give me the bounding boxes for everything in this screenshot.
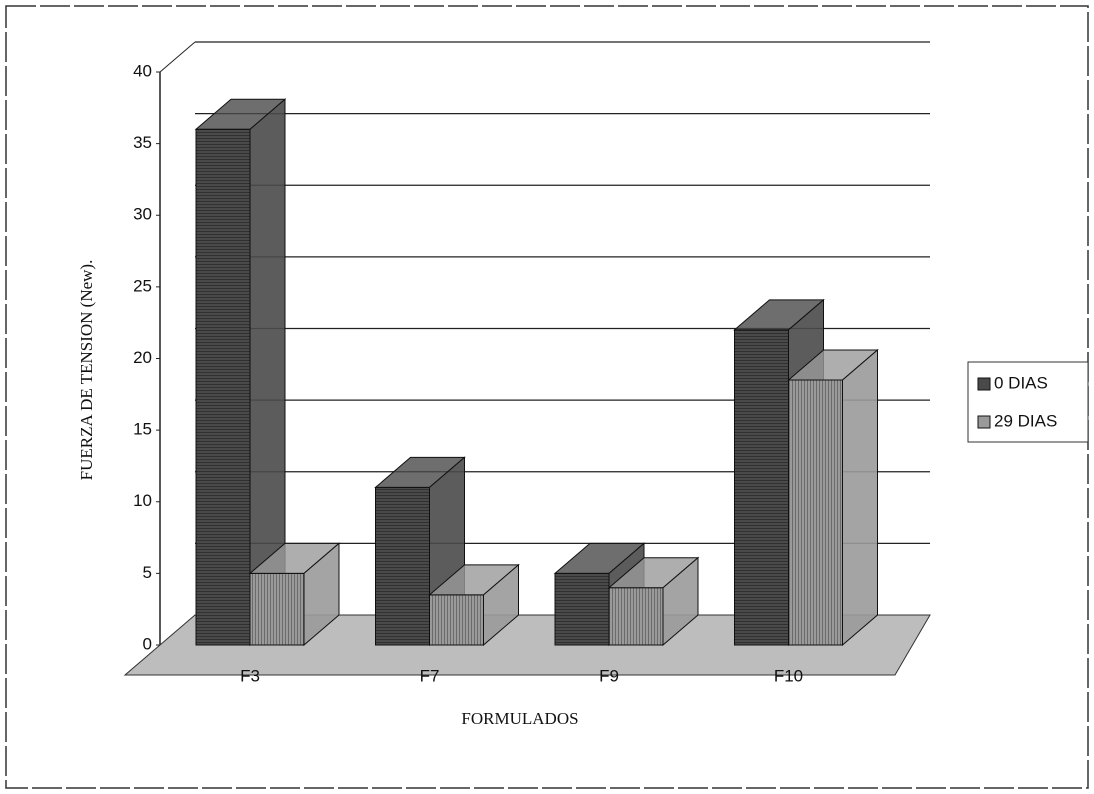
bar-group (607, 556, 700, 647)
y-tick-label: 20 (133, 348, 152, 367)
x-axis-label: FORMULADOS (461, 709, 578, 728)
legend-label: 29 DIAS (994, 411, 1057, 430)
y-tick-label: 15 (133, 420, 152, 439)
bar-texture (429, 594, 484, 645)
legend-label: 0 DIAS (994, 373, 1048, 392)
bar-texture (734, 329, 789, 645)
y-tick-label: 25 (133, 276, 152, 295)
y-tick-label: 5 (143, 563, 152, 582)
legend-swatch (977, 415, 991, 429)
bar-group (194, 98, 287, 647)
bar-group (428, 563, 520, 647)
x-tick-label: F9 (599, 666, 619, 685)
y-axis-depth (159, 41, 196, 73)
bar-side (483, 563, 519, 647)
bar-texture (609, 587, 663, 645)
bar-texture (196, 129, 250, 646)
bar-group (787, 348, 879, 647)
legend-swatch (977, 377, 991, 391)
y-tick-label: 0 (143, 634, 152, 653)
bar-side (842, 348, 878, 647)
floor (123, 614, 931, 676)
bar-side (303, 542, 340, 647)
y-tick-label: 10 (133, 491, 152, 510)
bar-texture (375, 487, 430, 645)
bar-texture (788, 379, 843, 645)
x-tick-label: F7 (420, 666, 440, 685)
y-tick-label: 40 (133, 61, 152, 80)
bar-group (248, 542, 341, 647)
y-tick-label: 35 (133, 133, 152, 152)
x-tick-label: F3 (240, 666, 260, 685)
y-axis-label: FUERZA DE TENSION (New). (77, 260, 96, 481)
bar-texture (250, 573, 304, 645)
y-tick-label: 30 (133, 205, 152, 224)
x-tick-label: F10 (774, 666, 803, 685)
bar-texture (555, 573, 609, 645)
bar-side (662, 556, 699, 647)
legend-box (967, 361, 1089, 443)
